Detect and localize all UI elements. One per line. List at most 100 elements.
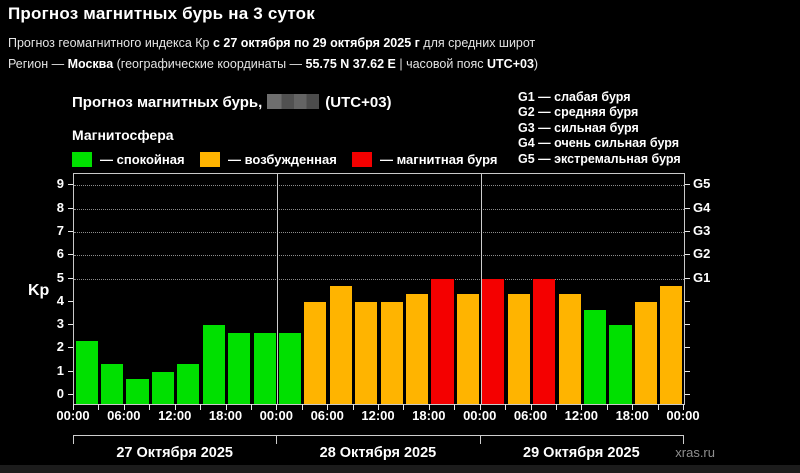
- watermark: xras.ru: [675, 445, 715, 460]
- kp-bar: [482, 278, 505, 404]
- kp-bar: [329, 286, 352, 404]
- g2-description: G2 — средняя буря: [518, 105, 639, 120]
- x-axis-tick: [657, 404, 659, 410]
- legend-item-quiet: — спокойная: [72, 151, 185, 167]
- kp-bar: [406, 294, 429, 404]
- y-axis-tick-label: 0: [56, 386, 64, 401]
- x-axis-tick: [606, 404, 608, 410]
- redacted-location-block: [267, 94, 320, 109]
- y-axis-tick-right: [685, 184, 690, 186]
- g4-description: G4 — очень сильная буря: [518, 136, 679, 151]
- kp-bar: [431, 278, 454, 404]
- page-title: Прогноз магнитных бурь на 3 суток: [8, 4, 315, 23]
- x-axis-tick: [98, 404, 100, 410]
- x-axis-tick: [149, 404, 151, 410]
- date-label: 29 Октября 2025: [523, 445, 640, 461]
- subtitle2-timezone: UTC+03: [487, 57, 534, 71]
- y-axis-tick-label: 2: [56, 339, 64, 355]
- x-axis-tick: [555, 404, 557, 410]
- kp-bar: [456, 294, 480, 404]
- subtitle1-part3: для средних широт: [419, 36, 536, 50]
- subtitle2-part5: | часовой пояс: [395, 57, 487, 71]
- y-axis-tick-label: 8: [56, 199, 64, 215]
- y-axis-tick-right: [685, 394, 690, 395]
- x-axis-time-label: 00:00: [259, 408, 293, 423]
- y-axis-tick-left: [68, 207, 73, 209]
- kp-bar: [583, 309, 607, 404]
- x-axis-tick: [505, 404, 507, 410]
- day-separator-line: [277, 174, 279, 404]
- date-axis-tick: [276, 435, 278, 444]
- x-axis-time-label: 18:00: [412, 408, 446, 423]
- y-axis-tick-left: [68, 230, 73, 232]
- x-axis-tick: [276, 404, 278, 410]
- g-scale-legend: G1 — слабая буря G2 — средняя буря G3 — …: [518, 90, 681, 167]
- x-axis-tick: [530, 404, 532, 410]
- date-label: 28 Октября 2025: [319, 445, 437, 461]
- y-axis-tick-left: [68, 324, 73, 326]
- kp-bar-plot: [73, 173, 685, 405]
- y-axis-tick-right: [685, 277, 690, 279]
- x-axis-time-label: 06:00: [513, 408, 548, 423]
- x-axis-tick: [454, 404, 456, 410]
- x-axis-tick: [581, 404, 583, 410]
- x-axis-time-label: 00:00: [463, 408, 497, 423]
- x-axis-tick: [250, 404, 252, 410]
- kp-bar: [634, 301, 657, 404]
- kp-bar: [507, 294, 530, 404]
- y-axis-tick-left: [68, 370, 73, 372]
- subtitle-forecast-period: Прогноз геомагнитного индекса Кр с 27 ок…: [8, 36, 535, 50]
- gridline-kp7: [74, 231, 684, 233]
- x-axis-time-label: 00:00: [56, 408, 90, 423]
- x-axis-time-label: 12:00: [564, 408, 598, 423]
- g3-description: G3 — сильная буря: [518, 120, 639, 135]
- legend-item-excited: — возбужденная: [200, 151, 337, 167]
- x-axis-tick: [632, 404, 634, 410]
- magnetosphere-legend-title: Магнитосфера: [72, 127, 174, 143]
- kp-bar: [177, 364, 200, 404]
- y-axis-tick-label: 1: [56, 362, 64, 378]
- subtitle-region: Регион — Москва (географические координа…: [8, 57, 538, 71]
- x-axis-tick: [428, 404, 430, 410]
- gridline-kp5: [74, 278, 684, 280]
- x-axis-tick: [327, 404, 329, 410]
- chart-title-timezone: (UTC+03): [325, 94, 392, 111]
- x-axis-tick: [123, 404, 125, 410]
- date-axis-tick: [479, 435, 481, 444]
- kp-bar: [660, 286, 683, 404]
- date-axis-line: [73, 435, 683, 436]
- kp-bar: [533, 278, 556, 404]
- chart-title: Прогноз магнитных бурь, (UTC+03): [72, 94, 392, 111]
- kp-bar: [355, 301, 378, 404]
- kp-bar: [75, 340, 98, 404]
- date-axis-tick: [73, 435, 74, 444]
- kp-bar: [151, 371, 174, 404]
- kp-bar: [380, 301, 403, 404]
- subtitle1-dates: с 27 октября по 29 октября 2025 г: [212, 36, 420, 50]
- y-axis-tick-label: 5: [56, 269, 64, 285]
- y-axis-tick-right: [685, 207, 690, 209]
- x-axis-tick: [352, 404, 354, 410]
- y-axis-tick-left: [68, 277, 73, 279]
- y-axis-tick-label: 6: [56, 246, 64, 262]
- gridline-kp6: [74, 255, 684, 257]
- x-axis-tick: [378, 404, 379, 410]
- y-axis-tick-left: [68, 394, 73, 395]
- x-axis-tick: [174, 404, 176, 410]
- subtitle2-part3: (географические координаты —: [113, 57, 306, 71]
- x-axis-time-label: 12:00: [361, 408, 395, 423]
- legend-item-storm: — магнитная буря: [352, 151, 497, 167]
- x-axis-time-label: 06:00: [107, 408, 141, 423]
- g5-description: G5 — экстремальная буря: [518, 151, 681, 166]
- right-axis-label-g4: G4: [693, 199, 711, 215]
- g1-description: G1 — слабая буря: [518, 90, 631, 104]
- subtitle2-part7: ): [533, 57, 539, 71]
- y-axis-tick-right: [685, 300, 690, 302]
- right-axis-label-g3: G3: [693, 222, 711, 238]
- x-axis-tick: [73, 404, 74, 410]
- kp-bar: [558, 294, 581, 404]
- subtitle1-part1: Прогноз геомагнитного индекса Кр: [8, 36, 213, 50]
- date-label: 27 Октября 2025: [116, 445, 233, 461]
- y-axis-tick-left: [68, 254, 73, 256]
